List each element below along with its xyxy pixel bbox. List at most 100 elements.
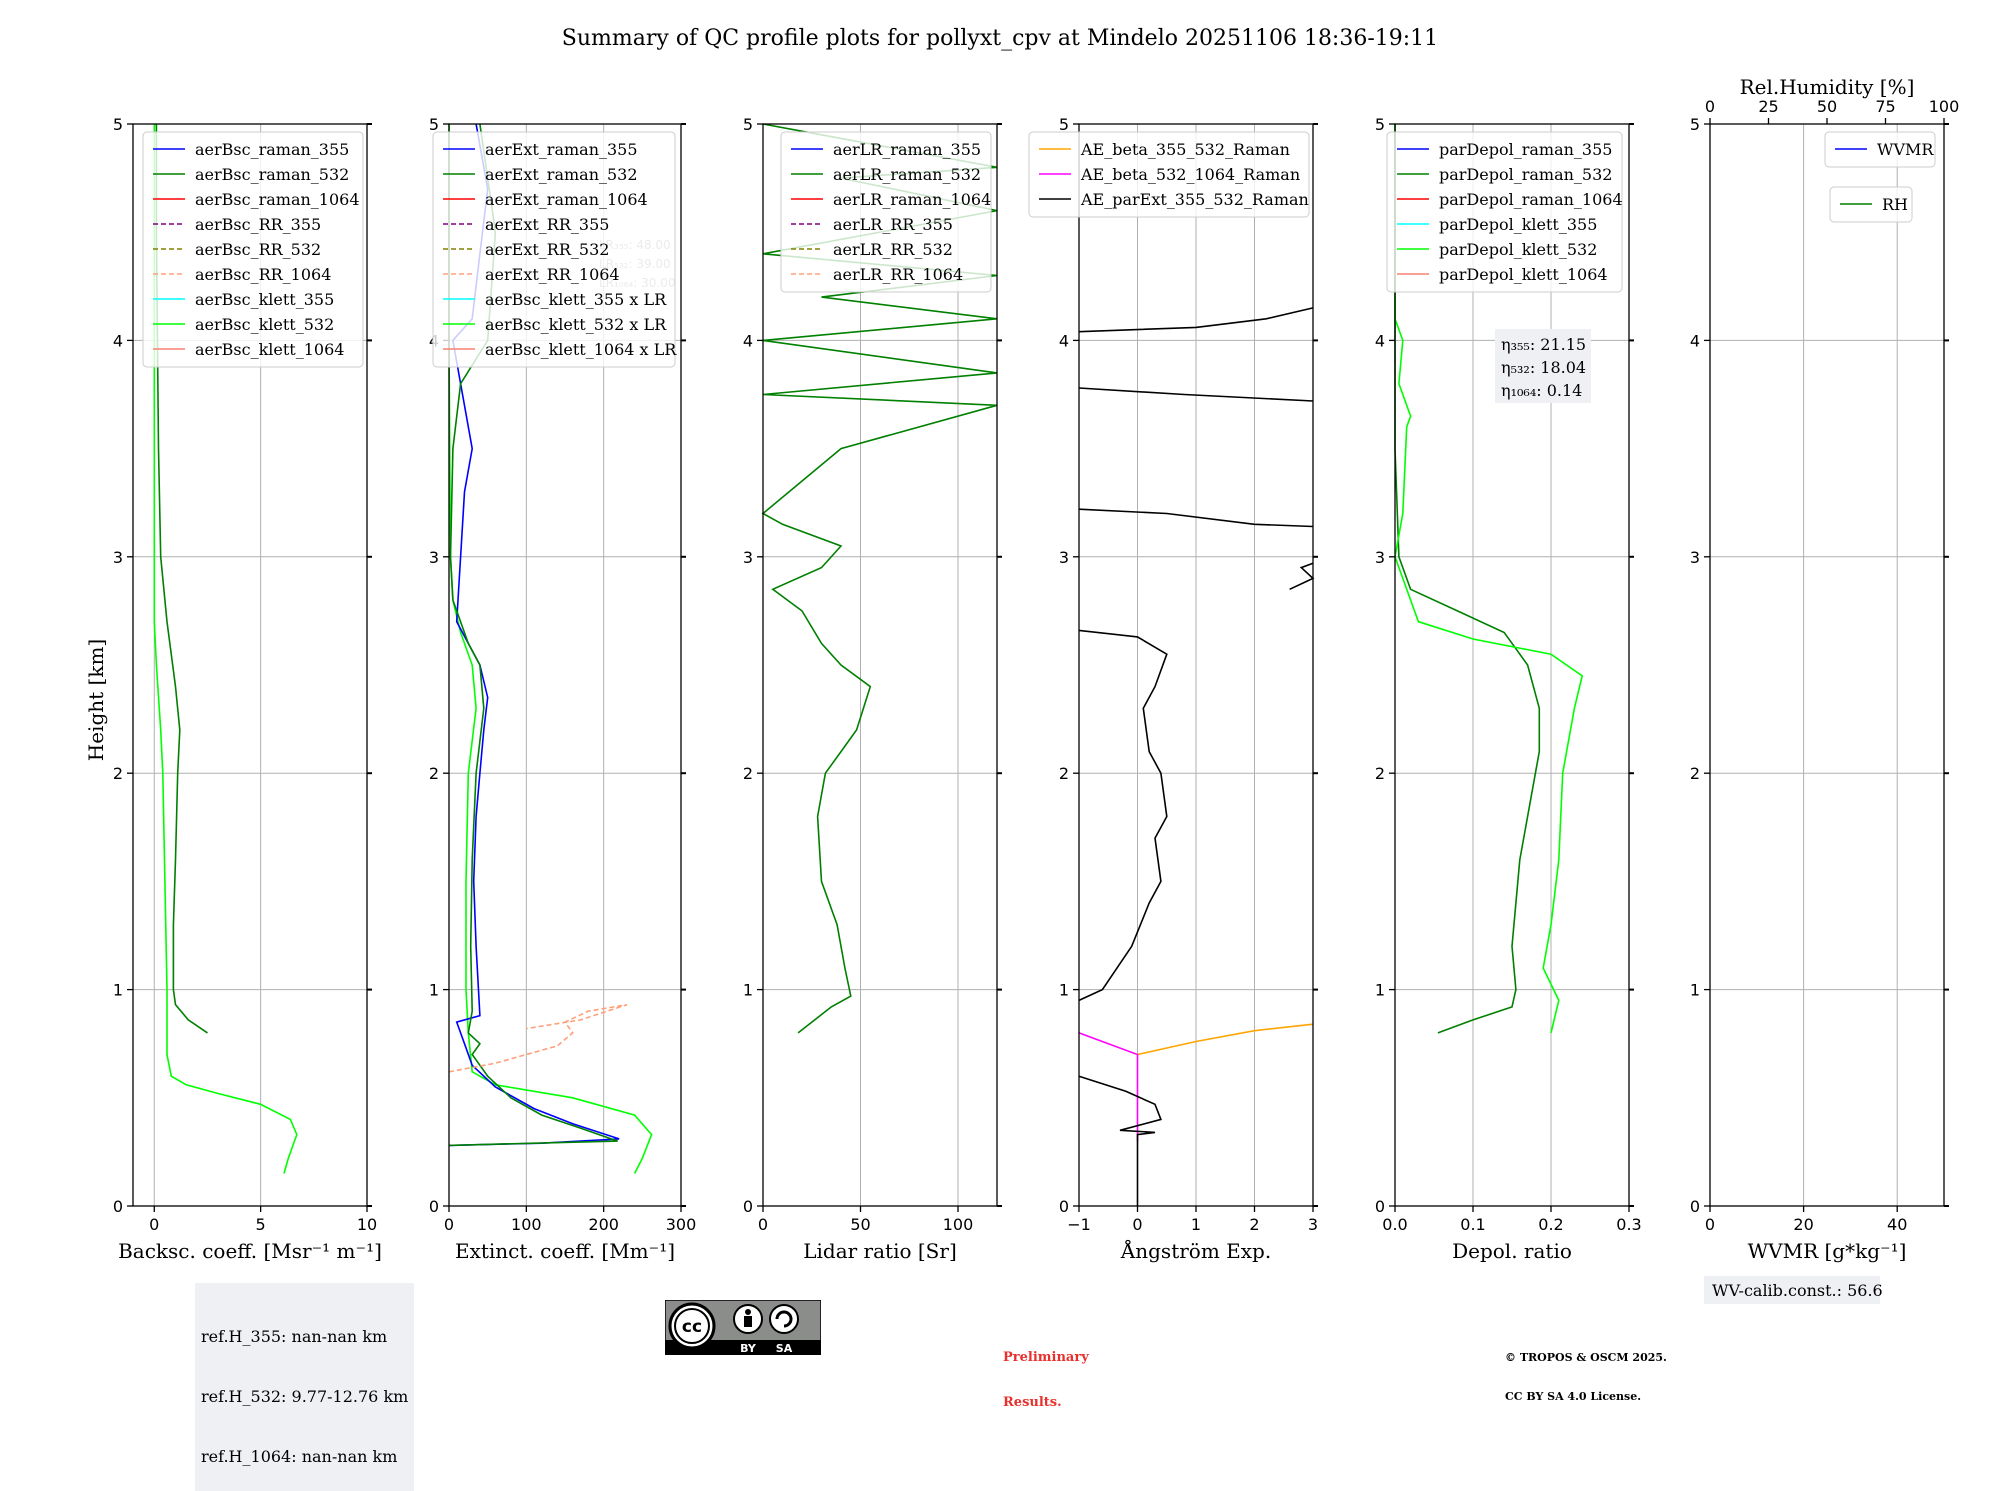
y-axis-label: Height [km]	[84, 639, 108, 761]
wv-calib-bg	[1704, 1276, 1880, 1304]
legend-entry: aerExt_RR_532	[485, 240, 609, 259]
y-tick-label-bsc: 5	[113, 115, 123, 134]
x-tick-label-lr: 100	[943, 1215, 974, 1234]
y-tick-label-bsc: 2	[113, 764, 123, 783]
legend-entry: parDepol_klett_1064	[1439, 265, 1608, 284]
legend-ae-frame	[1028, 131, 1310, 218]
ref-height-1064: ref.H_1064: nan-nan km	[201, 1447, 398, 1466]
series-aerBsc_klett_532	[153, 124, 298, 1174]
axes-frame-bsc	[132, 123, 368, 1207]
x-tick-label-bsc: 10	[357, 1215, 377, 1234]
y-tick-label-depol: 1	[1375, 981, 1385, 1000]
eta-value: η₅₃₂: 18.04	[1501, 358, 1586, 377]
legend-entry: aerLR_raman_355	[833, 140, 981, 159]
legend-entry: aerBsc_klett_532	[195, 315, 334, 334]
series-AE_parExt_355_532_Raman_f	[1078, 307, 1314, 333]
legend-entry: parDepol_raman_1064	[1439, 190, 1623, 209]
legend-ext: aerExt_raman_355 aerExt_raman_532 aerExt_r…	[432, 131, 677, 368]
y-tick-label-ae: 2	[1059, 764, 1069, 783]
x-tick-label-ae: 3	[1308, 1215, 1318, 1234]
panel-depol: 0.0 0.1 0.2 0.3 0 1 2 3 4 5 Depol. ratio parDepol_r…	[1375, 115, 1642, 1263]
x-axis-label-lr: Lidar ratio [Sr]	[803, 1239, 957, 1263]
preliminary-line-2: Results.	[1003, 1395, 1062, 1410]
axes-frame-wv	[1709, 123, 1945, 1207]
series-parDepol_klett_532	[1394, 124, 1584, 1034]
x-tick-label-depol: 0.3	[1616, 1215, 1641, 1234]
legend-wv-frame	[1824, 131, 1936, 168]
cc-license-badge: cc BY SA	[664, 1299, 822, 1356]
axes-frame-lr	[762, 123, 998, 1207]
y-tick-label-wv: 1	[1690, 981, 1700, 1000]
y-tick-label-ext: 3	[429, 548, 439, 567]
y-tick-label-wv: 3	[1690, 548, 1700, 567]
x-tick-label-lr: 0	[758, 1215, 768, 1234]
copyright-line-2: CC BY SA 4.0 License.	[1505, 1390, 1642, 1403]
y-tick-label-depol: 4	[1375, 331, 1385, 350]
x-tick-label-bsc: 5	[256, 1215, 266, 1234]
legend-entry: aerBsc_RR_355	[195, 215, 321, 234]
legend-depol-frame	[1386, 131, 1623, 293]
x-axis-label-ae: Ångström Exp.	[1120, 1238, 1271, 1263]
preliminary-line-1: Preliminary	[1003, 1350, 1089, 1365]
x-tick-label-ext: 0	[444, 1215, 454, 1234]
legend-entry: aerExt_RR_355	[485, 215, 609, 234]
y-tick-label-bsc: 1	[113, 981, 123, 1000]
y-tick-label-ext: 5	[429, 115, 439, 134]
y-tick-label-bsc: 0	[113, 1197, 123, 1216]
series-AE_beta_355_532_Raman	[1137, 1023, 1314, 1056]
x-axis-label-bsc: Backsc. coeff. [Msr⁻¹ m⁻¹]	[118, 1239, 382, 1263]
legend-entry: aerLR_RR_532	[833, 240, 953, 259]
series-AE_parExt_355_532_Raman_b	[1078, 629, 1168, 1002]
y-tick-label-depol: 0	[1375, 1197, 1385, 1216]
x-tick-label-ext: 300	[666, 1215, 697, 1234]
legend-entry: aerBsc_raman_532	[195, 165, 349, 184]
legend-ext-frame	[432, 131, 676, 368]
preliminary-results-note: Preliminary Results.	[1003, 1320, 1089, 1425]
y-tick-label-bsc: 4	[113, 331, 123, 350]
y-tick-label-lr: 4	[743, 331, 753, 350]
panel-bsc: 0 5 10 0 1 2 3 4 5 Backsc. coeff. [Msr⁻¹ m⁻¹] aerB…	[113, 115, 382, 1263]
figure: Summary of QC profile plots for pollyxt_…	[84, 26, 1959, 1304]
legend-ae: AE_beta_355_532_Raman AE_beta_532_1064_Ra…	[1028, 131, 1310, 218]
y-tick-label-wv: 0	[1690, 1197, 1700, 1216]
top-x-tick-label-wv: 75	[1875, 97, 1895, 116]
y-tick-label-ext: 1	[429, 981, 439, 1000]
panel-lr: 0 50 100 0 1 2 3 4 5 Lidar ratio [Sr] aerLR_raman_…	[743, 115, 1002, 1263]
series-AE_beta_532_1064_Raman	[1078, 1032, 1139, 1142]
series-aerExt_RR_1064	[448, 1003, 628, 1073]
legend-entry: aerBsc_klett_355	[195, 290, 334, 309]
series-AE_parExt_355_532_Raman_c	[1289, 562, 1315, 591]
y-tick-label-wv: 2	[1690, 764, 1700, 783]
x-axis-label-ext: Extinct. coeff. [Mm⁻¹]	[455, 1239, 675, 1263]
x-tick-label-wv: 0	[1705, 1215, 1715, 1234]
axes-frame-depol	[1394, 123, 1630, 1207]
legend-wv: WVMR	[1824, 131, 1936, 168]
top-x-tick-label-wv: 100	[1929, 97, 1960, 116]
x-tick-label-ext: 200	[588, 1215, 619, 1234]
y-tick-label-ext: 0	[429, 1197, 439, 1216]
top-x-tick-label-wv: 25	[1758, 97, 1778, 116]
legend-entry: aerLR_raman_532	[833, 165, 981, 184]
x-tick-label-ae: −1	[1067, 1215, 1091, 1234]
legend-entry: aerLR_raman_1064	[833, 190, 991, 209]
x-tick-label-depol: 0.0	[1382, 1215, 1407, 1234]
x-tick-label-lr: 50	[850, 1215, 870, 1234]
copyright-line-1: © TROPOS & OSCM 2025.	[1505, 1351, 1667, 1364]
ref-height-532: ref.H_532: 9.77-12.76 km	[201, 1387, 409, 1406]
legend-entry: aerBsc_raman_1064	[195, 190, 360, 209]
x-axis-label-depol: Depol. ratio	[1452, 1239, 1572, 1263]
legend-entry: aerBsc_RR_532	[195, 240, 321, 259]
figure-title: Summary of QC profile plots for pollyxt_…	[562, 26, 1438, 51]
copyright-note: © TROPOS & OSCM 2025. CC BY SA 4.0 Licen…	[1505, 1325, 1667, 1416]
legend-bsc-frame	[142, 131, 364, 368]
y-tick-label-lr: 0	[743, 1197, 753, 1216]
legend-entry: AE_beta_532_1064_Raman	[1080, 165, 1300, 184]
svg-text:cc: cc	[682, 1317, 702, 1337]
legend-entry: aerExt_raman_355	[485, 140, 638, 159]
series-AE_parExt_355_532_Raman_e	[1078, 387, 1314, 402]
y-tick-label-lr: 2	[743, 764, 753, 783]
ref-height-box: ref.H_355: nan-nan km ref.H_532: 9.77-12…	[195, 1283, 415, 1491]
legend-entry: AE_parExt_355_532_Raman	[1080, 190, 1309, 209]
ref-height-355: ref.H_355: nan-nan km	[201, 1327, 388, 1346]
panel-wv: 0 20 40 0 1 2 3 4 5 WVMR [g*kg⁻¹] 0 25 50 75 100 Rel.Hu…	[1690, 75, 1959, 1304]
